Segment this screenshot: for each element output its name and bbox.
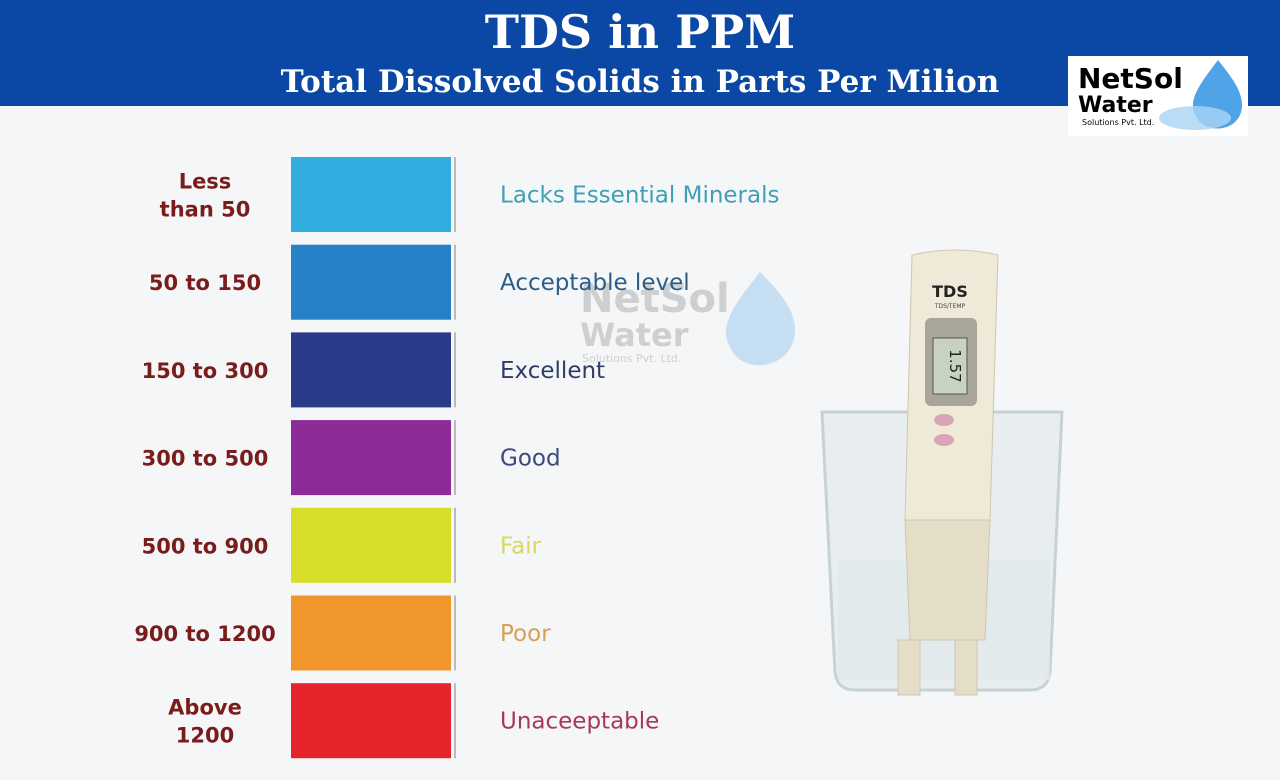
- watermark-drop: [725, 272, 795, 366]
- subtitle: Total Dissolved Solids in Parts Per Mili…: [281, 64, 1000, 100]
- header-band: [0, 0, 1280, 106]
- watermark: NetSol Water Solutions Pvt. Ltd.: [580, 272, 795, 366]
- meter-sublabel: TDS/TEMP: [934, 303, 966, 310]
- meter-probe: [904, 519, 991, 641]
- meter-button: [934, 434, 954, 446]
- range-label: 900 to 1200: [134, 622, 275, 646]
- description: Good: [500, 446, 561, 472]
- description: Unaceeptable: [500, 709, 659, 735]
- color-swatch: [291, 420, 451, 496]
- color-swatch: [291, 244, 451, 320]
- range-label: Less: [179, 170, 232, 194]
- range-label: 300 to 500: [142, 447, 269, 471]
- logo-tagline: Solutions Pvt. Ltd.: [1082, 118, 1154, 127]
- meter-display: [932, 337, 968, 395]
- meter-label: TDS: [932, 282, 968, 301]
- color-swatch: [291, 332, 451, 408]
- meter-leg: [897, 639, 921, 696]
- color-swatch: [291, 683, 451, 759]
- logo-text: NetSol: [1078, 62, 1183, 95]
- description: Excellent: [500, 358, 605, 384]
- range-label: than 50: [160, 198, 251, 222]
- range-label: 50 to 150: [149, 271, 261, 295]
- range-label: 150 to 300: [142, 359, 269, 383]
- range-label: 1200: [176, 724, 234, 748]
- logo: NetSol Water Solutions Pvt. Ltd.: [1068, 56, 1248, 136]
- tds-rows: Less than 50 Lacks Essential Minerals 50 to…: [134, 157, 779, 759]
- description: Fair: [500, 533, 542, 559]
- meter-button: [934, 414, 954, 426]
- title: TDS in PPM: [485, 5, 795, 59]
- logo-text: Water: [1078, 93, 1153, 118]
- meter-leg: [954, 639, 978, 696]
- watermark-text: NetSol: [580, 276, 730, 322]
- logo-ripple: [1159, 106, 1231, 130]
- range-label: Above: [168, 696, 242, 720]
- description: Poor: [500, 621, 551, 647]
- range-label: 500 to 900: [142, 534, 269, 558]
- description: Acceptable level: [500, 270, 690, 296]
- tds-meter-illustration: 1.57 TDS TDS/TEMP: [820, 249, 1064, 696]
- watermark-text: Solutions Pvt. Ltd.: [582, 352, 681, 365]
- meter-reading: 1.57: [946, 349, 964, 382]
- watermark-text: Water: [580, 316, 689, 354]
- description: Lacks Essential Minerals: [500, 183, 779, 209]
- color-swatch: [291, 157, 451, 232]
- color-swatch: [291, 595, 451, 671]
- color-swatch: [291, 507, 451, 583]
